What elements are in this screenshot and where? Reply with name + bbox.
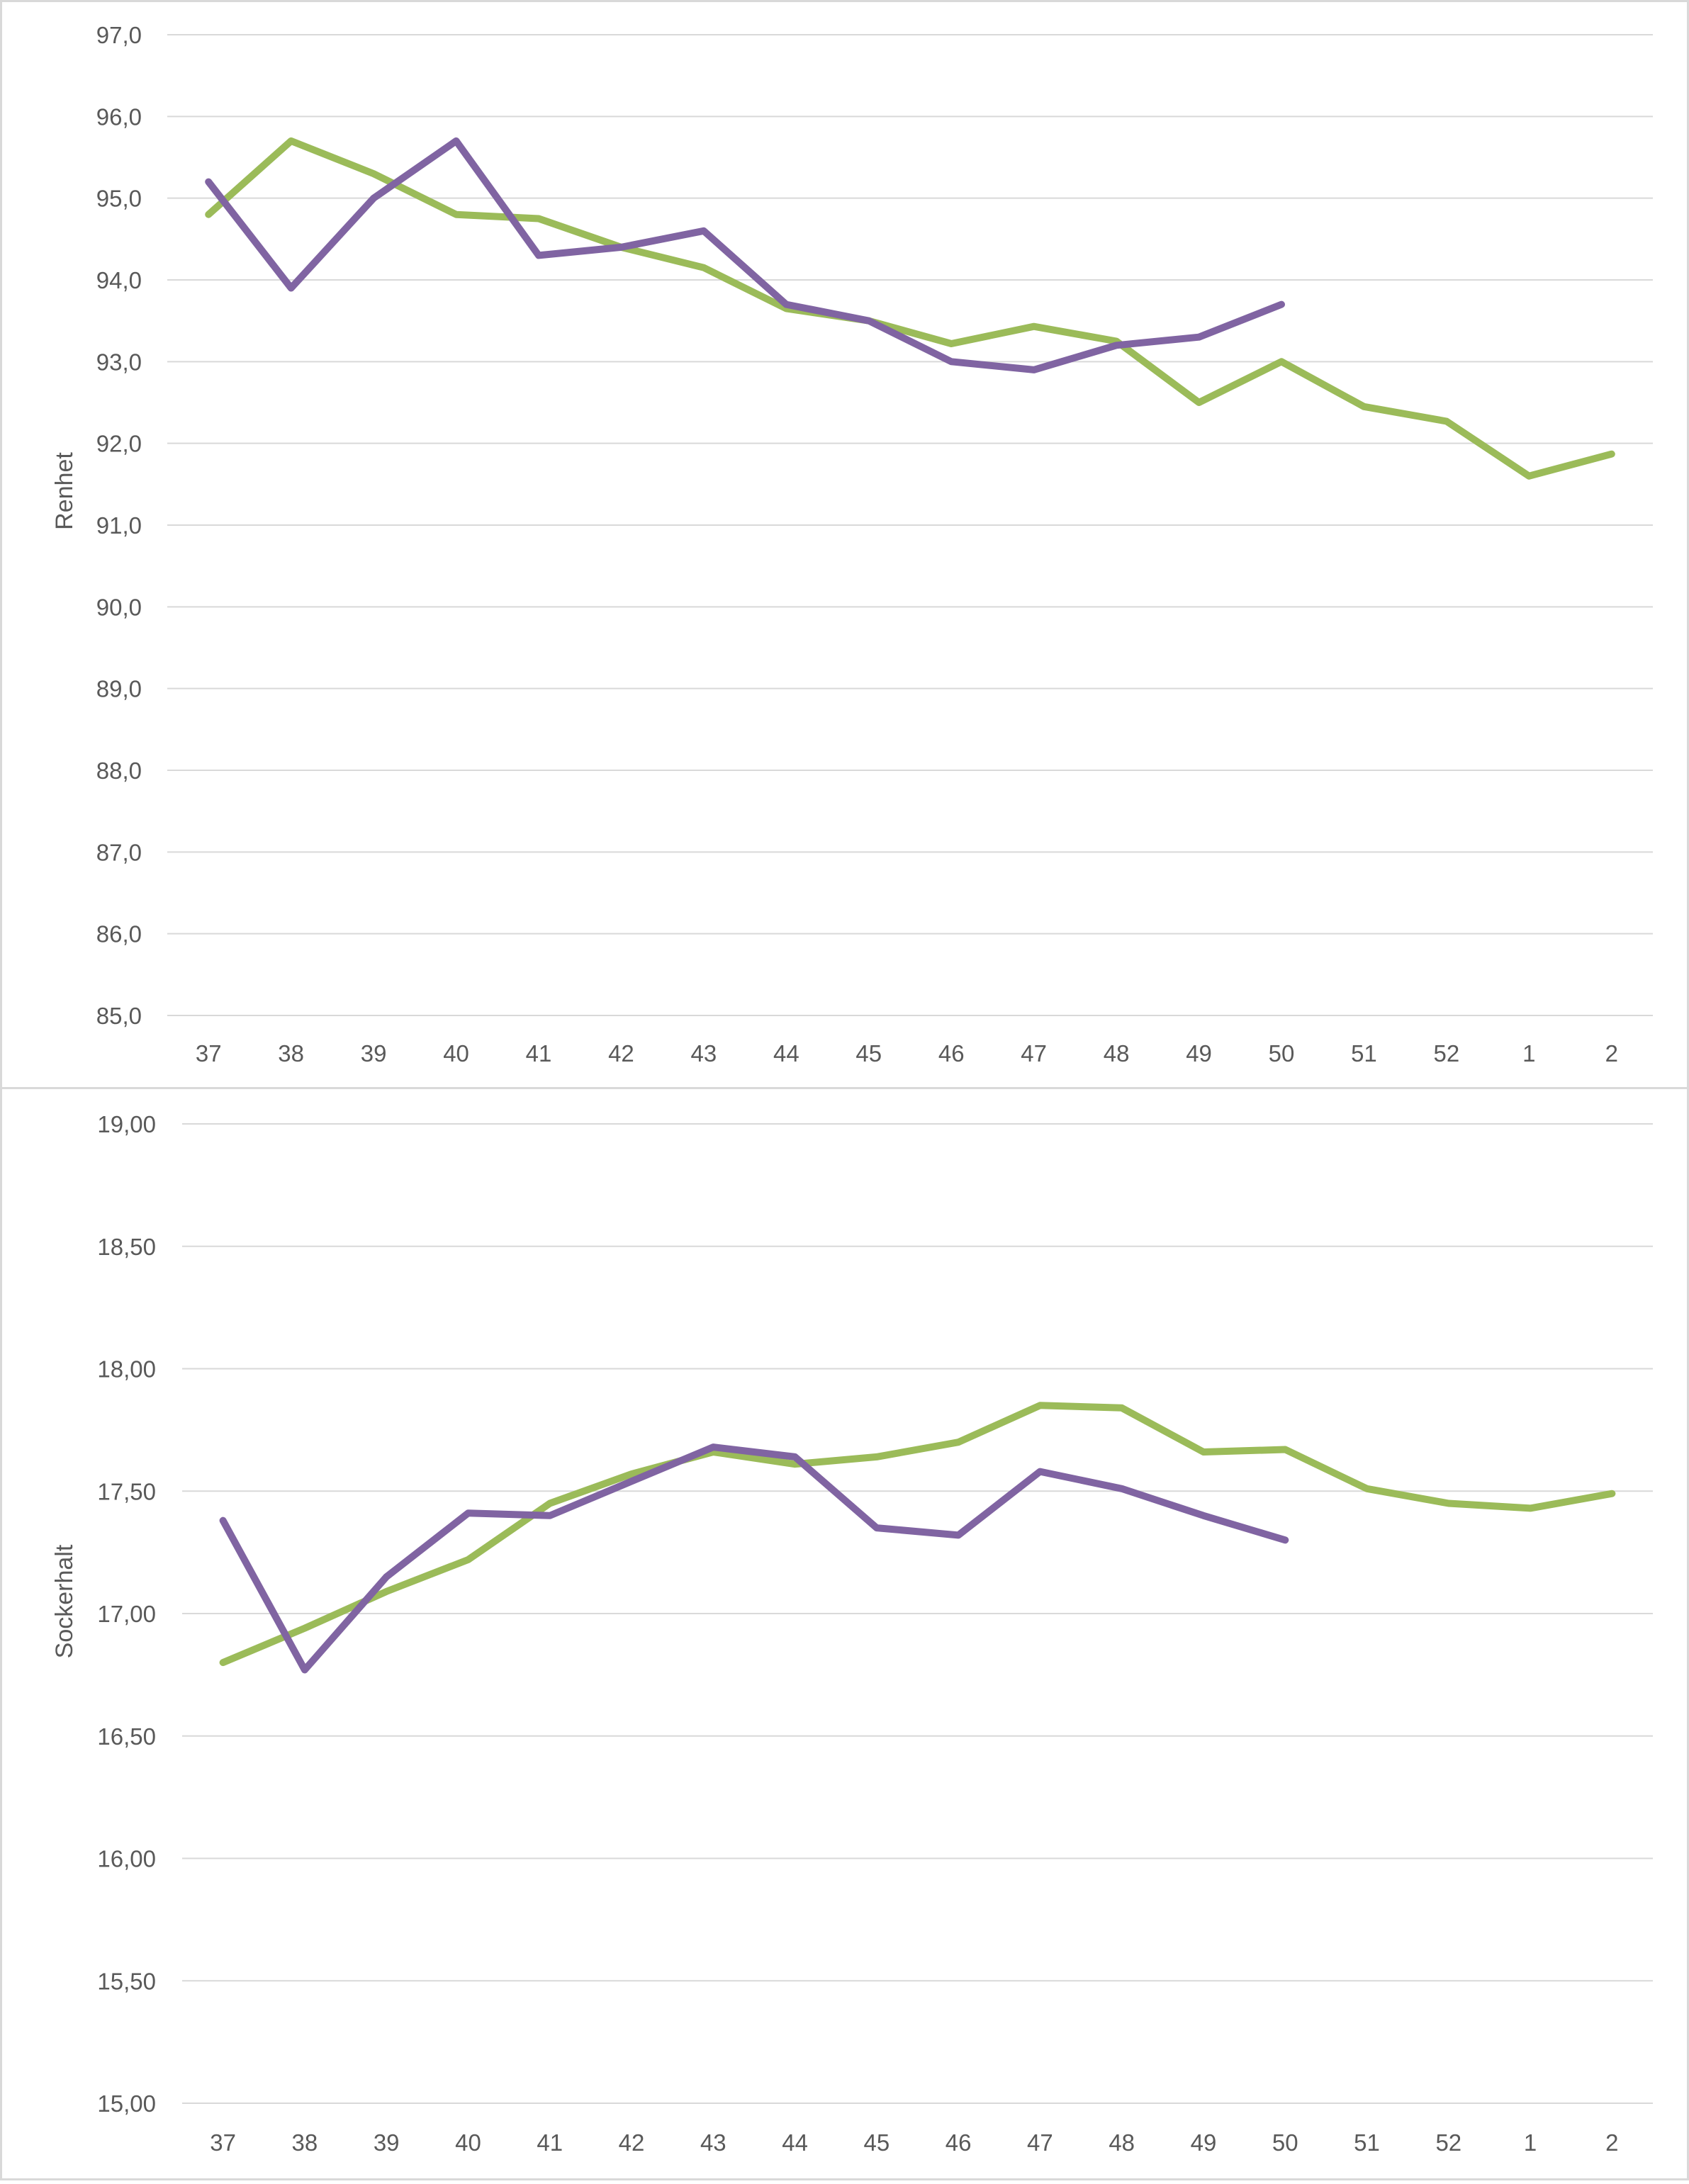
y-axis-label-sockerhalt: Sockerhalt [51, 1544, 78, 1658]
y-axis-label-renhet: Renhet [51, 452, 78, 530]
x-tick-label: 1 [1522, 1040, 1535, 1066]
x-tick-label: 48 [1104, 1040, 1130, 1066]
x-tick-label: 50 [1272, 2129, 1298, 2156]
x-tick-label: 41 [526, 1040, 552, 1066]
x-tick-label: 45 [864, 2129, 890, 2156]
y-tick-label: 93,0 [96, 349, 142, 375]
x-tick-label: 49 [1191, 2129, 1217, 2156]
x-tick-label: 2 [1605, 2129, 1618, 2156]
x-tick-label: 39 [361, 1040, 387, 1066]
x-tick-label: 38 [292, 2129, 318, 2156]
x-tick-label: 50 [1269, 1040, 1295, 1066]
x-tick-label: 37 [210, 2129, 236, 2156]
series-line-2 [205, 137, 1285, 373]
x-tick-label: 38 [278, 1040, 304, 1066]
x-tick-label: 40 [455, 2129, 481, 2156]
y-tick-label: 90,0 [96, 594, 142, 620]
x-tick-label: 44 [773, 1040, 799, 1066]
chart-renhet: Renhet 85,0 86,0 87,0 88,0 89,0 90,0 91,0 92,0 9… [51, 22, 1653, 1066]
y-tick-label: 92,0 [96, 431, 142, 457]
y-tick-label: 16,00 [97, 1846, 156, 1872]
y-tick-label: 95,0 [96, 186, 142, 212]
x-tick-label: 47 [1027, 2129, 1053, 2156]
x-tick-label: 37 [196, 1040, 222, 1066]
chart-sockerhalt: Sockerhalt 15,00 15,50 16,00 16,50 17,00 17,5… [51, 1111, 1653, 2156]
y-tick-label: 15,50 [97, 1968, 156, 1994]
x-tick-label: 2 [1605, 1040, 1618, 1066]
y-tick-label: 18,50 [97, 1234, 156, 1260]
y-tick-label: 15,00 [97, 2090, 156, 2117]
series-line-1 [219, 1402, 1616, 1667]
y-tick-label: 16,50 [97, 1723, 156, 1750]
x-tick-label: 1 [1524, 2129, 1537, 2156]
y-tick-label: 86,0 [96, 921, 142, 947]
x-tick-label: 52 [1434, 1040, 1460, 1066]
x-tick-label: 39 [374, 2129, 400, 2156]
y-tick-label: 94,0 [96, 267, 142, 293]
x-tick-label: 47 [1021, 1040, 1047, 1066]
chart-frame-renhet [0, 0, 1689, 1089]
y-tick-label: 88,0 [96, 758, 142, 784]
series-line-2 [219, 1443, 1289, 1674]
y-tick-label: 97,0 [96, 22, 142, 48]
y-tick-label: 85,0 [96, 1003, 142, 1029]
x-tick-label: 43 [700, 2129, 726, 2156]
y-tick-label: 17,50 [97, 1478, 156, 1504]
x-tick-label: 40 [443, 1040, 469, 1066]
x-tick-label: 44 [782, 2129, 808, 2156]
x-tick-label: 43 [691, 1040, 717, 1066]
y-tick-label: 18,00 [97, 1356, 156, 1383]
x-tick-label: 49 [1186, 1040, 1212, 1066]
x-tick-label: 42 [619, 2129, 645, 2156]
y-tick-label: 87,0 [96, 839, 142, 865]
y-tick-label: 17,00 [97, 1601, 156, 1627]
x-tick-label: 51 [1351, 1040, 1377, 1066]
y-tick-label: 89,0 [96, 676, 142, 702]
x-tick-label: 46 [938, 1040, 965, 1066]
x-tick-label: 46 [945, 2129, 972, 2156]
y-tick-label: 96,0 [96, 103, 142, 130]
x-tick-label: 45 [855, 1040, 882, 1066]
x-tick-label: 41 [537, 2129, 563, 2156]
x-tick-label: 51 [1354, 2129, 1380, 2156]
y-tick-label: 19,00 [97, 1111, 156, 1137]
series-line-1 [205, 137, 1615, 480]
x-tick-label: 52 [1435, 2129, 1461, 2156]
chart-frame-sockerhalt [0, 1087, 1689, 2180]
y-tick-label: 91,0 [96, 512, 142, 539]
x-tick-label: 42 [608, 1040, 634, 1066]
x-tick-label: 48 [1109, 2129, 1135, 2156]
